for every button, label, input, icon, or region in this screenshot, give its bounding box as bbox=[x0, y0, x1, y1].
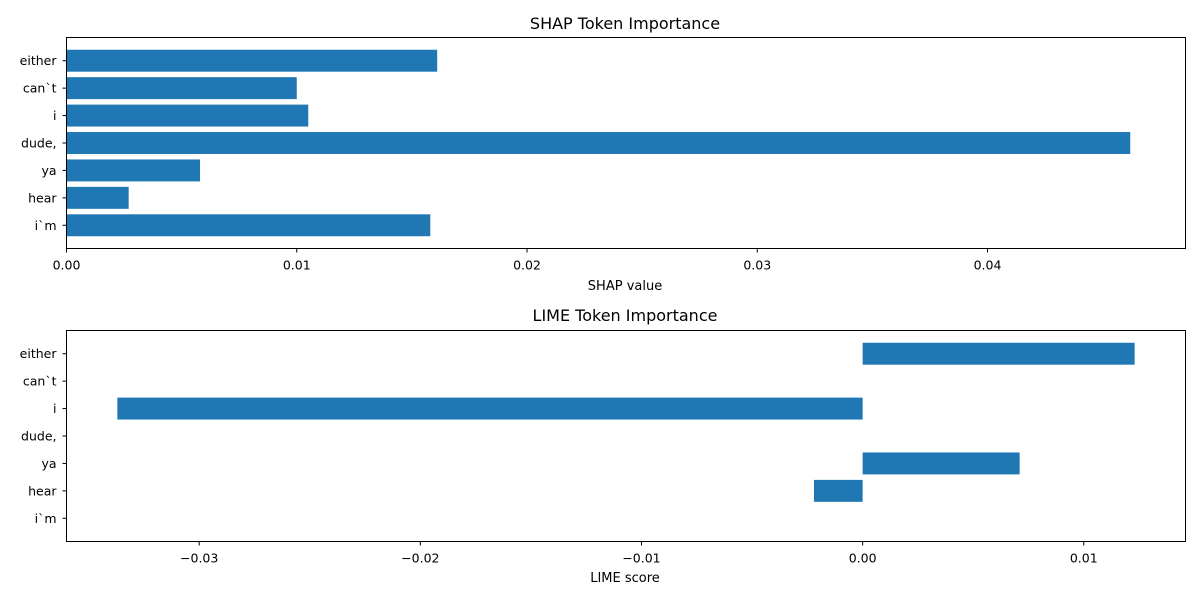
shap-y-tick-label-3: dude, bbox=[21, 136, 56, 151]
lime-x-tick-label-0: −0.03 bbox=[180, 551, 218, 566]
shap-y-tick-label-1: can`t bbox=[23, 81, 57, 96]
shap-y-tick-label-6: i`m bbox=[35, 218, 57, 233]
shap-x-axis-label: SHAP value bbox=[588, 279, 662, 294]
lime-x-tick-label-4: 0.01 bbox=[1070, 551, 1098, 566]
shap-bar-6 bbox=[67, 214, 431, 236]
lime-chart: LIME Token Importance either can`t i dude, y… bbox=[20, 306, 1186, 586]
lime-y-tick-label-3: dude, bbox=[21, 429, 56, 444]
lime-y-ticks: either can`t i dude, ya hear i`m bbox=[20, 346, 67, 526]
shap-bars bbox=[67, 50, 1131, 237]
shap-bar-2 bbox=[67, 105, 309, 127]
shap-bar-5 bbox=[67, 187, 129, 209]
shap-y-tick-label-0: either bbox=[20, 53, 58, 68]
shap-y-ticks: either can`t i dude, ya hear i`m bbox=[20, 53, 67, 233]
lime-y-tick-label-0: either bbox=[20, 346, 58, 361]
lime-bar-5 bbox=[814, 480, 863, 502]
lime-y-tick-label-6: i`m bbox=[35, 511, 57, 526]
shap-bar-1 bbox=[67, 77, 297, 99]
lime-chart-title: LIME Token Importance bbox=[533, 306, 718, 325]
shap-bar-3 bbox=[67, 132, 1131, 154]
shap-y-tick-label-4: ya bbox=[41, 163, 56, 178]
lime-bar-4 bbox=[863, 452, 1020, 474]
lime-y-tick-label-5: hear bbox=[28, 483, 57, 498]
lime-x-ticks: −0.03 −0.02 −0.01 0.00 0.01 bbox=[180, 542, 1098, 566]
shap-x-tick-label-3: 0.03 bbox=[743, 258, 771, 273]
shap-x-tick-label-2: 0.02 bbox=[513, 258, 541, 273]
shap-bar-4 bbox=[67, 159, 201, 181]
shap-y-tick-label-5: hear bbox=[28, 190, 57, 205]
lime-y-tick-label-1: can`t bbox=[23, 374, 57, 389]
shap-x-tick-label-0: 0.00 bbox=[53, 258, 81, 273]
shap-chart-title: SHAP Token Importance bbox=[530, 14, 720, 33]
lime-y-tick-label-4: ya bbox=[41, 456, 56, 471]
lime-x-tick-label-3: 0.00 bbox=[849, 551, 877, 566]
lime-bar-2 bbox=[117, 398, 862, 420]
lime-y-tick-label-2: i bbox=[53, 401, 56, 416]
shap-y-tick-label-2: i bbox=[53, 108, 56, 123]
lime-bars bbox=[117, 343, 1134, 502]
lime-x-tick-label-2: −0.01 bbox=[622, 551, 660, 566]
shap-x-ticks: 0.00 0.01 0.02 0.03 0.04 bbox=[53, 249, 1002, 273]
shap-x-tick-label-1: 0.01 bbox=[283, 258, 311, 273]
shap-chart: SHAP Token Importance either can`t i dude, y… bbox=[20, 14, 1186, 294]
lime-x-tick-label-1: −0.02 bbox=[401, 551, 439, 566]
shap-x-tick-label-4: 0.04 bbox=[974, 258, 1002, 273]
lime-x-axis-label: LIME score bbox=[590, 571, 660, 586]
shap-bar-0 bbox=[67, 50, 438, 72]
lime-bar-0 bbox=[863, 343, 1135, 365]
